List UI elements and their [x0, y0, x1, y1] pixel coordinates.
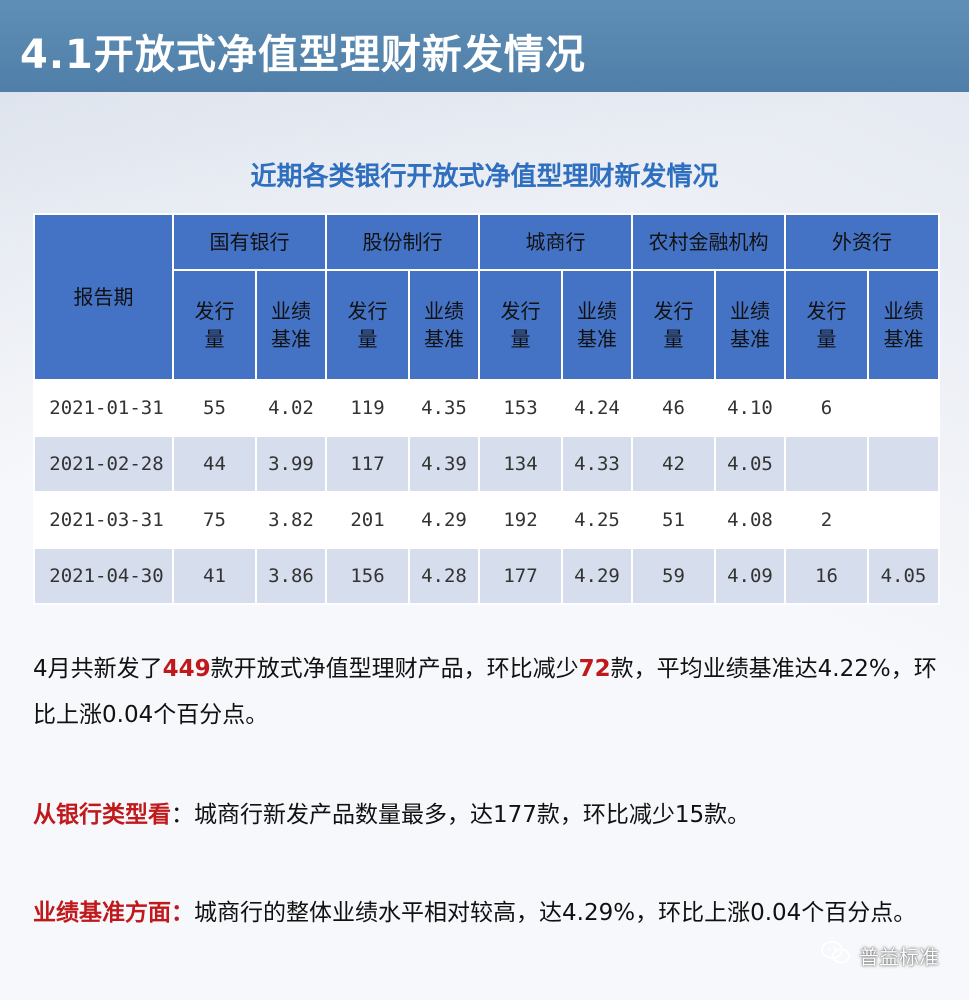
table-cell: 4.05 [867, 547, 940, 605]
watermark-text: 普益标准 [859, 945, 939, 969]
table-cell: 134 [478, 435, 563, 493]
summary-text: 城商行的整体业绩水平相对较高，达4.29%，环比上涨0.04个百分点。 [194, 900, 917, 926]
subheader-issue: 发行量 [784, 269, 869, 381]
table-cell: 51 [631, 491, 716, 549]
header-group-city: 城商行 [478, 213, 633, 271]
table-cell: 4.39 [408, 435, 480, 493]
table-cell [784, 435, 869, 493]
table-cell: 3.82 [255, 491, 327, 549]
table-cell: 6 [784, 379, 869, 437]
table-cell: 4.33 [561, 435, 633, 493]
table-cell: 4.29 [408, 491, 480, 549]
highlight-decrease-count: 72 [578, 656, 611, 682]
subheader-issue: 发行量 [631, 269, 716, 381]
cell-date: 2021-03-31 [33, 491, 174, 549]
subheader-issue: 发行量 [325, 269, 410, 381]
table-cell: 119 [325, 379, 410, 437]
table-row: 2021-01-31 55 4.02 119 4.35 153 4.24 46 … [33, 379, 940, 437]
table-cell: 2 [784, 491, 869, 549]
table-cell: 117 [325, 435, 410, 493]
header-group-joint: 股份制行 [325, 213, 480, 271]
summary-paragraph-3: 业绩基准方面：城商行的整体业绩水平相对较高，达4.29%，环比上涨0.04个百分… [33, 890, 953, 936]
table-cell: 44 [172, 435, 257, 493]
table-cell: 41 [172, 547, 257, 605]
cell-date: 2021-02-28 [33, 435, 174, 493]
page-title: 4.1开放式净值型理财新发情况 [20, 32, 586, 78]
cell-date: 2021-01-31 [33, 379, 174, 437]
table-cell: 4.02 [255, 379, 327, 437]
table-cell: 156 [325, 547, 410, 605]
table-cell: 16 [784, 547, 869, 605]
table-cell: 201 [325, 491, 410, 549]
table-cell: 75 [172, 491, 257, 549]
table-cell: 4.35 [408, 379, 480, 437]
header-group-foreign: 外资行 [784, 213, 940, 271]
watermark: 普益标准 [821, 940, 939, 971]
table-cell: 4.10 [714, 379, 786, 437]
table-cell: 42 [631, 435, 716, 493]
table-cell: 4.09 [714, 547, 786, 605]
subheader-bench: 业绩基准 [408, 269, 480, 381]
summary-text: ：城商行新发产品数量最多，达177款，环比减少15款。 [171, 802, 751, 828]
table-cell: 59 [631, 547, 716, 605]
table-cell [867, 491, 940, 549]
subheader-issue: 发行量 [172, 269, 257, 381]
subheader-bench: 业绩基准 [561, 269, 633, 381]
table-cell: 3.86 [255, 547, 327, 605]
highlight-benchmark-label: 业绩基准方面： [33, 900, 194, 926]
table-cell: 3.99 [255, 435, 327, 493]
subheader-bench: 业绩基准 [867, 269, 940, 381]
summary-text: 款开放式净值型理财产品，环比减少 [210, 656, 579, 682]
table-cell: 46 [631, 379, 716, 437]
table-cell: 4.25 [561, 491, 633, 549]
cell-date: 2021-04-30 [33, 547, 174, 605]
summary-paragraph-1: 4月共新发了449款开放式净值型理财产品，环比减少72款，平均业绩基准达4.22… [33, 646, 953, 738]
summary-text: 4月共新发了 [33, 656, 163, 682]
header-bar: 4.1开放式净值型理财新发情况 [0, 0, 969, 92]
table-cell: 192 [478, 491, 563, 549]
subheader-issue: 发行量 [478, 269, 563, 381]
subheader-bench: 业绩基准 [714, 269, 786, 381]
header-period: 报告期 [33, 213, 174, 381]
table-cell: 177 [478, 547, 563, 605]
table-row: 2021-04-30 41 3.86 156 4.28 177 4.29 59 … [33, 547, 940, 605]
summary-text: 款，平均业绩基准达4.22%，环比上涨0.04个百分点。 [33, 656, 937, 728]
table-cell: 4.28 [408, 547, 480, 605]
table-cell [867, 435, 940, 493]
header-group-state: 国有银行 [172, 213, 327, 271]
table-cell: 55 [172, 379, 257, 437]
table-cell: 4.05 [714, 435, 786, 493]
highlight-bank-type-label: 从银行类型看 [33, 802, 171, 828]
wechat-icon [821, 940, 851, 971]
table-cell: 4.08 [714, 491, 786, 549]
table-cell: 4.29 [561, 547, 633, 605]
table-row: 2021-02-28 44 3.99 117 4.39 134 4.33 42 … [33, 435, 940, 493]
table-row: 2021-03-31 75 3.82 201 4.29 192 4.25 51 … [33, 491, 940, 549]
table-cell: 4.24 [561, 379, 633, 437]
summary-paragraph-2: 从银行类型看：城商行新发产品数量最多，达177款，环比减少15款。 [33, 792, 953, 838]
table-cell [867, 379, 940, 437]
table-title: 近期各类银行开放式净值型理财新发情况 [250, 162, 719, 192]
issuance-table: 报告期 国有银行 股份制行 城商行 农村金融机构 外资行 发行量 业绩基准 发行… [33, 213, 940, 605]
highlight-total-count: 449 [162, 656, 211, 682]
subheader-bench: 业绩基准 [255, 269, 327, 381]
header-group-rural: 农村金融机构 [631, 213, 786, 271]
table-cell: 153 [478, 379, 563, 437]
